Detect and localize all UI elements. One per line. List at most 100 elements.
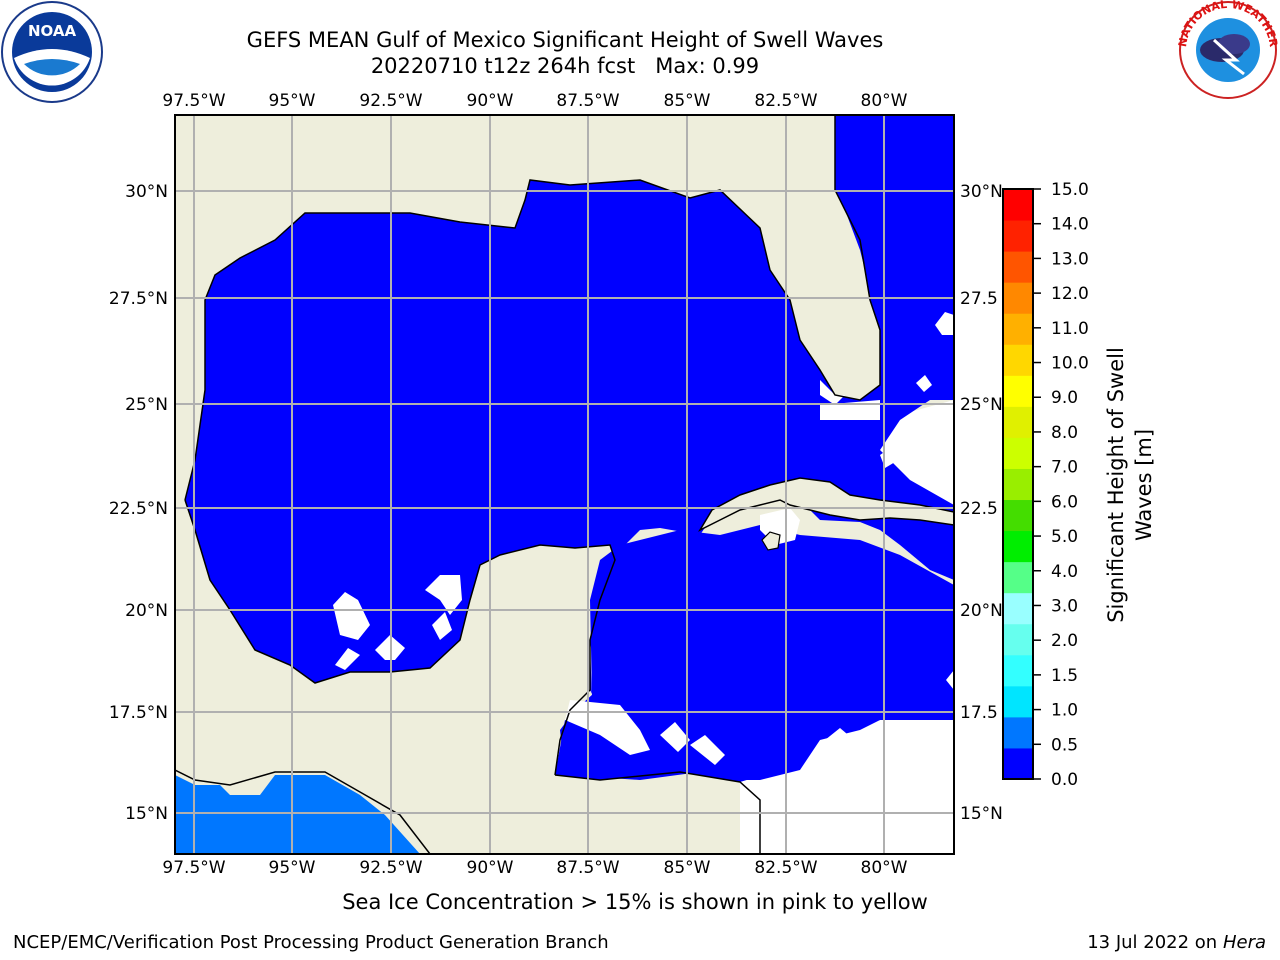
pacific-swell-area (175, 775, 420, 854)
colorbar-tick-label: 6.0 (1051, 492, 1078, 512)
lat-label-right: 25°N (960, 395, 1003, 415)
map-subtitle: 20220710 t12z 264h fcst Max: 0.99 (370, 54, 760, 78)
colorbar-tick-label: 1.5 (1051, 666, 1078, 686)
colorbar-tick-label: 5.0 (1051, 527, 1078, 547)
colorbar-swatch (1003, 685, 1033, 718)
nodata-spots (333, 312, 954, 795)
isle-of-youth (761, 531, 781, 551)
us-coast (184, 115, 881, 501)
colorbar (1002, 188, 1034, 780)
colorbar-swatch (1003, 220, 1033, 252)
lat-label-right: 17.5 (960, 703, 998, 723)
honduras-coast (554, 771, 761, 854)
nws-logo: NATIONAL WEATHER SERVICE (0, 0, 1280, 99)
colorbar-tick-label: 2.0 (1051, 631, 1078, 651)
lon-label-top: 80°W (861, 91, 908, 111)
colorbar-swatch (1003, 747, 1033, 780)
lat-label-right: 22.5 (960, 499, 998, 519)
nws-logo-text: NATIONAL WEATHER SERVICE (0, 0, 1280, 51)
colorbar-swatch (1003, 623, 1033, 656)
lat-label-left: 17.5°N (109, 703, 168, 723)
colorbar-swatch (1003, 406, 1033, 438)
lat-label-left: 20°N (125, 601, 168, 621)
lon-label-top: 85°W (664, 91, 711, 111)
map-title: GEFS MEAN Gulf of Mexico Significant Hei… (246, 28, 884, 52)
colorbar-swatch (1003, 251, 1033, 283)
colorbar-swatch (1003, 654, 1033, 687)
colorbar-tick-label: 3.0 (1051, 596, 1078, 616)
gulf-swell-area (185, 115, 954, 782)
caribbean-swell-area (560, 525, 954, 780)
central-america-coast (175, 769, 431, 854)
lon-label-top: 97.5°W (162, 91, 225, 111)
date-stamp: 13 Jul 2022 on Hera (1087, 932, 1266, 953)
colorbar-tick-label: 11.0 (1051, 319, 1089, 339)
lon-label-bottom: 97.5°W (162, 858, 225, 878)
colorbar-swatch (1003, 468, 1033, 501)
lon-label-top: 95°W (269, 91, 316, 111)
mexico-coast (184, 499, 471, 684)
lat-label-left: 30°N (125, 182, 168, 202)
colorbar-swatch (1003, 592, 1033, 625)
colorbar-tick-label: 15.0 (1051, 180, 1089, 200)
colorbar-swatch (1003, 313, 1033, 345)
colorbar-tick-label: 0.5 (1051, 735, 1078, 755)
colorbar-label-line1: Significant Height of Swell (1104, 347, 1128, 623)
colorbar-tick-label: 4.0 (1051, 562, 1078, 582)
lat-label-left: 15°N (125, 804, 168, 824)
lat-label-left: 25°N (125, 395, 168, 415)
colorbar-tick-label: 9.0 (1051, 388, 1078, 408)
date-text: 13 Jul 2022 on (1087, 932, 1223, 953)
colorbar-frame (1002, 188, 1034, 780)
colorbar-tick-label: 14.0 (1051, 215, 1089, 235)
colorbar-swatch (1003, 499, 1033, 532)
lat-label-right: 27.5 (960, 289, 998, 309)
graticule (175, 115, 954, 854)
lon-label-bottom: 92.5°W (359, 858, 422, 878)
lon-label-bottom: 95°W (269, 858, 316, 878)
colorbar-swatch (1003, 189, 1033, 221)
sea-ice-note: Sea Ice Concentration > 15% is shown in … (342, 890, 928, 914)
colorbar-swatch (1003, 716, 1033, 749)
svg-text:NATIONAL WEATHER SERVICE: NATIONAL WEATHER SERVICE (0, 0, 1280, 51)
lon-label-bottom: 90°W (467, 858, 514, 878)
lon-label-bottom: 80°W (861, 858, 908, 878)
noaa-logo: NOAA (1, 1, 103, 103)
lat-label-right: 15°N (960, 804, 1003, 824)
colorbar-tick-label: 8.0 (1051, 423, 1078, 443)
colorbar-swatch (1003, 282, 1033, 314)
colorbar-swatch (1003, 437, 1033, 469)
lat-label-right: 20°N (960, 601, 1003, 621)
lon-label-top: 87.5°W (556, 91, 619, 111)
colorbar-ticks: 0.0 0.5 1.0 1.5 2.0 3.0 4.0 5.0 6.0 7.0 8.0 9.0 10.0… (1033, 180, 1089, 790)
noaa-logo-text: NOAA (28, 22, 77, 40)
colorbar-tick-label: 12.0 (1051, 284, 1089, 304)
colorbar-tick-label: 7.0 (1051, 458, 1078, 478)
colorbar-swatch (1003, 530, 1033, 563)
colorbar-swatch (1003, 561, 1033, 594)
host-name: Hera (1222, 932, 1266, 953)
colorbar-tick-label: 13.0 (1051, 249, 1089, 269)
lon-label-bottom: 82.5°W (754, 858, 817, 878)
lon-label-top: 90°W (467, 91, 514, 111)
lon-label-top: 92.5°W (359, 91, 422, 111)
colorbar-label-line2: Waves [m] (1132, 429, 1156, 541)
lat-label-left: 22.5°N (109, 499, 168, 519)
colorbar-label: Significant Height of Swell Waves [m] (1104, 347, 1156, 623)
colorbar-tick-label: 10.0 (1051, 354, 1089, 374)
colorbar-tick-label: 1.0 (1051, 701, 1078, 721)
atlantic-swell-area (835, 115, 954, 335)
lat-label-left: 27.5°N (109, 289, 168, 309)
yucatan-coast (469, 544, 616, 776)
lon-label-bottom: 87.5°W (556, 858, 619, 878)
map-frame (174, 114, 955, 855)
colorbar-swatch (1003, 344, 1033, 376)
lat-label-right: 30°N (960, 182, 1003, 202)
colorbar-swatch (1003, 375, 1033, 407)
map-area (175, 115, 954, 854)
lon-label-top: 82.5°W (754, 91, 817, 111)
credit-text: NCEP/EMC/Verification Post Processing Pr… (13, 932, 609, 953)
colorbar-tick-label: 0.0 (1051, 770, 1078, 790)
lon-label-bottom: 85°W (664, 858, 711, 878)
